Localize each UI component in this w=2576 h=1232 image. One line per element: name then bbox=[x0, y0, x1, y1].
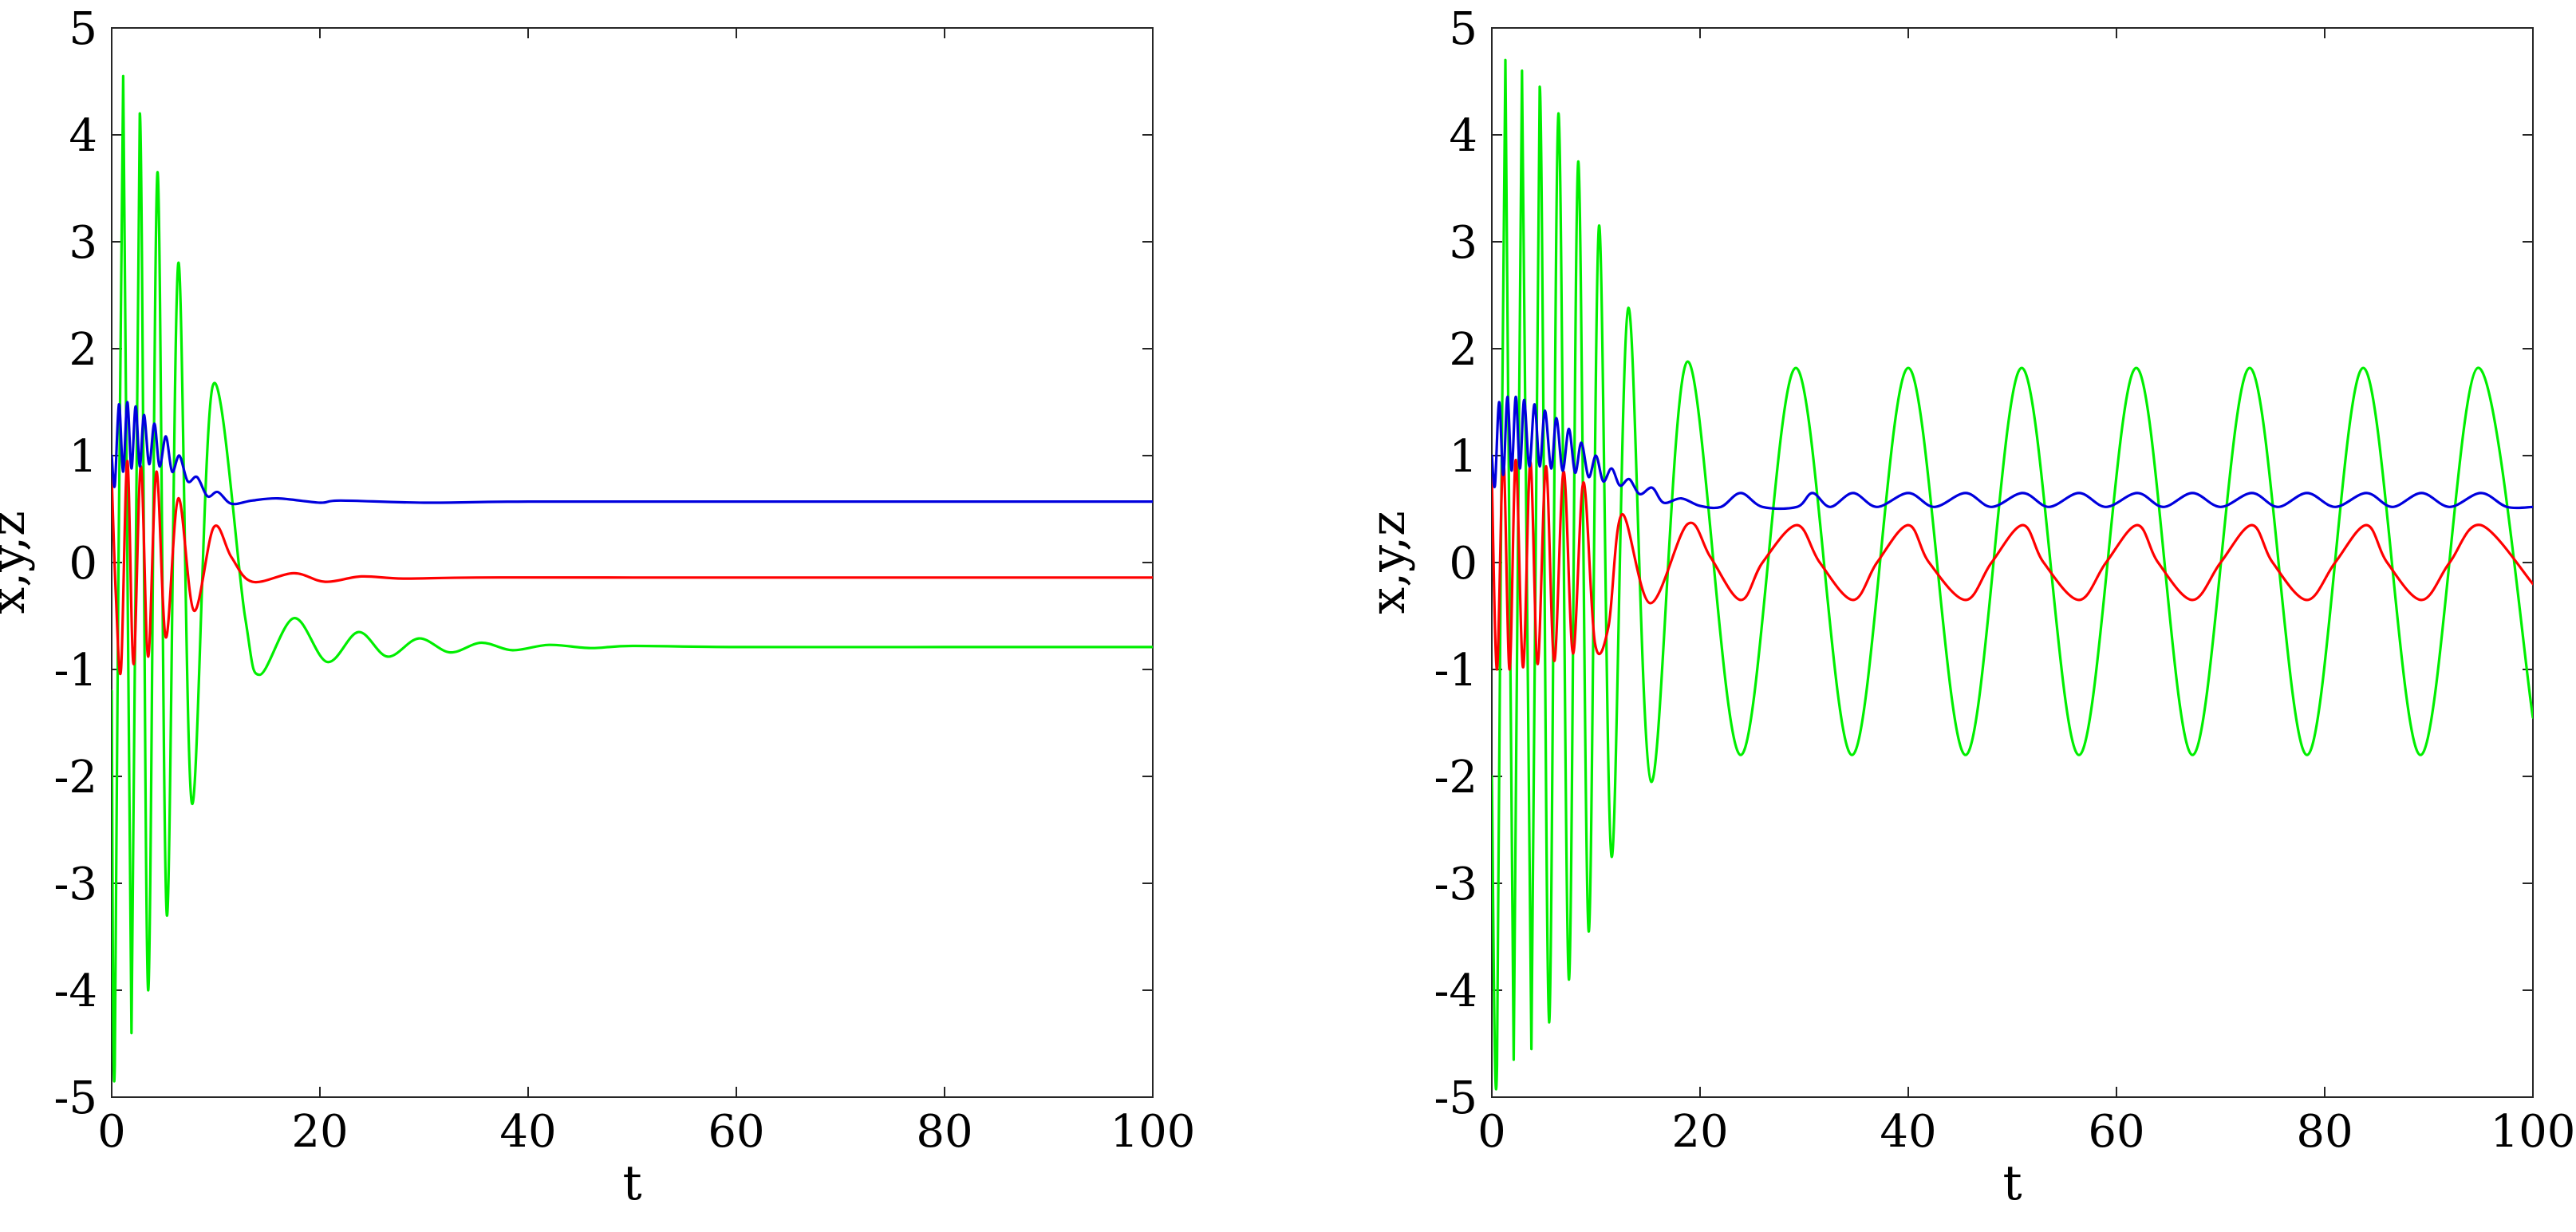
x-tick-label: 60 bbox=[2088, 1106, 2144, 1158]
x-tick-label: 80 bbox=[916, 1106, 972, 1158]
y-tick-label: -1 bbox=[1434, 645, 1477, 697]
y-tick-label: 1 bbox=[1449, 431, 1477, 483]
series-line-red bbox=[112, 460, 1153, 676]
plot-area-frame bbox=[111, 27, 1154, 1098]
series-line-red bbox=[1492, 456, 2533, 671]
y-tick-label: 0 bbox=[1449, 538, 1477, 590]
series-line-blue bbox=[1492, 395, 2533, 511]
y-tick-label: 3 bbox=[69, 217, 97, 269]
y-axis-label: x,y,z bbox=[1360, 511, 1416, 614]
y-tick-label: -2 bbox=[1434, 752, 1477, 804]
right-time-series-plot: 0 20 40 60 80 100 5 4 3 2 1 0 -1 -2 -3 -4 -5 t x,y,z bbox=[1360, 3, 2575, 1211]
x-tick-label: 40 bbox=[1880, 1106, 1936, 1158]
y-tick-label: 5 bbox=[1449, 3, 1477, 55]
x-tick-label: 40 bbox=[499, 1106, 556, 1158]
left-time-series-plot: 0 20 40 60 80 100 5 4 3 2 1 0 -1 -2 -3 -4 -5 t x,y,z bbox=[0, 3, 1195, 1211]
plot-area-frame bbox=[1491, 27, 2534, 1098]
y-tick-label: 5 bbox=[69, 3, 97, 55]
x-tick-label: 100 bbox=[2491, 1106, 2576, 1158]
y-tick-label: 4 bbox=[1449, 110, 1477, 162]
series-line-green bbox=[1492, 58, 2533, 1091]
x-tick-label: 20 bbox=[1671, 1106, 1728, 1158]
y-tick-label: -1 bbox=[53, 645, 97, 697]
x-tick-label: 80 bbox=[2296, 1106, 2353, 1158]
y-tick-label: -5 bbox=[53, 1072, 97, 1124]
y-tick-label: -4 bbox=[1434, 965, 1477, 1017]
series-line-blue bbox=[112, 401, 1153, 506]
x-tick-label: 100 bbox=[1110, 1106, 1196, 1158]
y-tick-label: -5 bbox=[1434, 1072, 1477, 1124]
y-tick-label: 2 bbox=[1449, 324, 1477, 376]
series-line-green bbox=[112, 74, 1153, 1083]
y-tick-label: 0 bbox=[69, 538, 97, 590]
x-tick-label: 60 bbox=[708, 1106, 764, 1158]
y-axis-label: x,y,z bbox=[0, 511, 36, 614]
y-tick-label: 3 bbox=[1449, 217, 1477, 269]
x-tick-label: 0 bbox=[1477, 1106, 1506, 1158]
y-tick-label: -2 bbox=[53, 752, 97, 804]
x-tick-label: 20 bbox=[291, 1106, 348, 1158]
x-axis-label: t bbox=[2002, 1155, 2022, 1211]
y-tick-label: 4 bbox=[69, 110, 97, 162]
y-tick-label: -3 bbox=[53, 859, 97, 910]
x-tick-label: 0 bbox=[97, 1106, 126, 1158]
x-axis-label: t bbox=[622, 1155, 641, 1211]
y-tick-label: -3 bbox=[1434, 859, 1477, 910]
y-tick-label: 1 bbox=[69, 431, 97, 483]
y-tick-label: -4 bbox=[53, 965, 97, 1017]
y-tick-label: 2 bbox=[69, 324, 97, 376]
